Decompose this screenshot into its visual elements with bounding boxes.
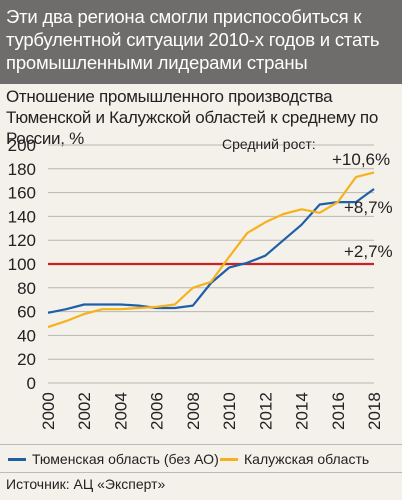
- x-tick-label: 2008: [184, 392, 203, 430]
- chart-title: Отношение промышленного производства Тюм…: [6, 87, 378, 148]
- source-divider: [0, 472, 402, 473]
- x-tick-label: 2004: [111, 392, 130, 430]
- growth-label: Средний рост:: [222, 136, 316, 152]
- y-tick-label: 60: [17, 303, 36, 322]
- x-tick-label: 2018: [365, 392, 384, 430]
- series-line-tyumen: [47, 188, 375, 314]
- x-tick-label: 2000: [39, 392, 58, 430]
- y-tick-label: 200: [8, 136, 36, 155]
- x-tick-label: 2010: [220, 392, 239, 430]
- x-axis-ticks: 2000 2002 2004 2006 2008 2010 2012 2014 2016 2018: [39, 392, 384, 430]
- source-note: Источник: АЦ «Эксперт»: [6, 476, 166, 492]
- header-title: Эти два региона смогли приспособиться к …: [6, 6, 380, 73]
- x-tick-label: 2014: [293, 392, 312, 430]
- y-tick-label: 140: [8, 207, 36, 226]
- y-tick-label: 0: [27, 374, 36, 393]
- y-axis-ticks: 0 20 40 60 80 100 120 140 160 180 200: [8, 136, 36, 393]
- series-line-kaluga: [47, 171, 375, 329]
- y-tick-label: 20: [17, 350, 36, 369]
- y-tick-label: 40: [17, 326, 36, 345]
- legend-label-tyumen: Тюменская область (без АО): [32, 451, 219, 467]
- kaluga-growth-label: +10,6%: [332, 150, 390, 169]
- legend-divider: [0, 444, 402, 445]
- y-tick-label: 160: [8, 184, 36, 203]
- legend-swatch-kaluga: [220, 457, 238, 461]
- legend-swatch-tyumen: [8, 457, 26, 461]
- x-tick-label: 2002: [75, 392, 94, 430]
- x-tick-label: 2016: [329, 392, 348, 430]
- russia-growth-label: +2,7%: [344, 242, 393, 261]
- header-banner: Эти два региона смогли приспособиться к …: [0, 0, 402, 84]
- line-chart: 0 20 40 60 80 100 120 140 160 180 200 2000 2002 2004…: [8, 136, 393, 430]
- y-tick-label: 180: [8, 160, 36, 179]
- x-tick-label: 2012: [256, 392, 275, 430]
- legend-item-kaluga: Калужская область: [220, 447, 369, 471]
- series-lines: [47, 171, 375, 329]
- y-tick-label: 80: [17, 279, 36, 298]
- legend-item-tyumen: Тюменская область (без АО): [8, 447, 219, 471]
- legend-label-kaluga: Калужская область: [244, 451, 370, 467]
- legend: Тюменская область (без АО) Калужская обл…: [0, 447, 402, 471]
- y-tick-label: 120: [8, 231, 36, 250]
- tyumen-growth-label: +8,7%: [344, 198, 393, 217]
- y-tick-label: 100: [8, 255, 36, 274]
- x-tick-label: 2006: [148, 392, 167, 430]
